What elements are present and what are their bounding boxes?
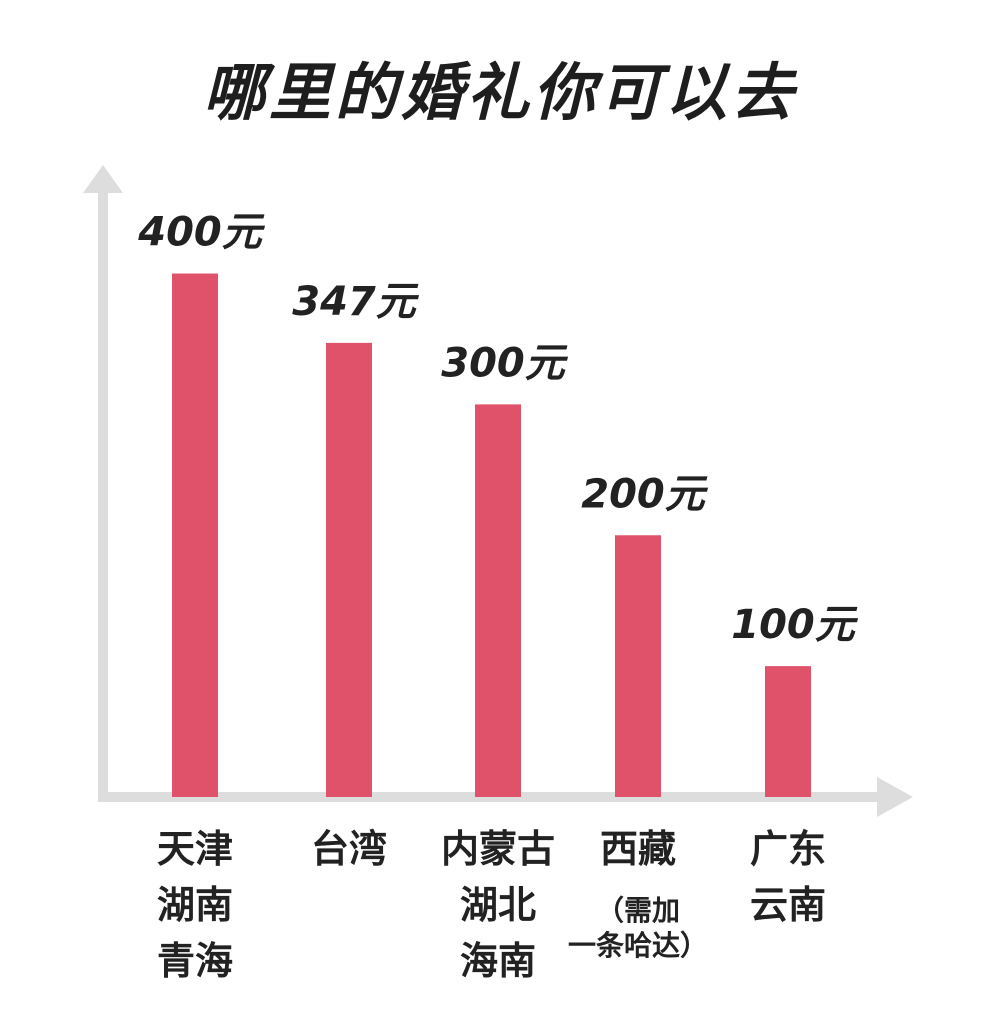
category-label: （需加 <box>596 894 680 927</box>
value-label: 100元 <box>731 602 858 648</box>
category-label: 青海 <box>157 939 233 983</box>
category-label: 天津 <box>157 827 233 871</box>
value-label: 300元 <box>441 340 568 386</box>
value-label: 347元 <box>292 279 419 325</box>
bar <box>475 404 521 797</box>
y-axis-arrow <box>83 165 123 193</box>
category-label: 云南 <box>750 883 826 927</box>
category-label: 湖南 <box>157 883 233 927</box>
category-label: 海南 <box>460 939 536 983</box>
category-label: 一条哈达） <box>568 929 708 962</box>
value-label: 200元 <box>581 471 708 517</box>
x-axis-arrow <box>877 777 913 817</box>
bar <box>615 535 661 797</box>
bar <box>326 342 372 797</box>
category-label: 西藏 <box>600 827 676 871</box>
category-label: 内蒙古 <box>441 827 555 871</box>
bar <box>172 273 218 797</box>
y-axis-line <box>98 185 108 802</box>
category-label: 湖北 <box>460 883 536 927</box>
value-label: 400元 <box>137 210 265 256</box>
category-label: 台湾 <box>311 827 387 871</box>
category-label: 广东 <box>750 827 826 871</box>
chart-title: 哪里的婚礼你可以去 <box>202 56 797 129</box>
bar <box>765 666 811 797</box>
